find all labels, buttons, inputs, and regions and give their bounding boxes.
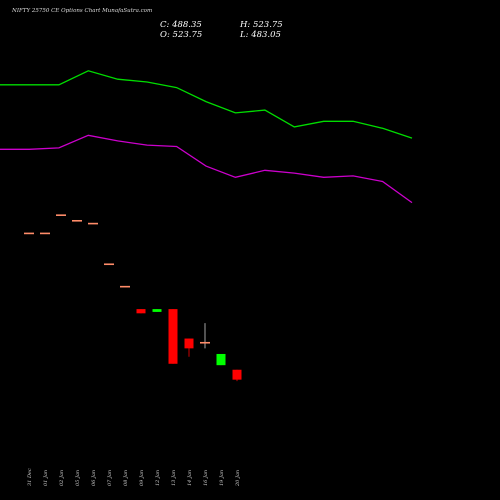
x-tick-label: 09 Jan (139, 470, 145, 486)
x-tick-label: 13 Jan (171, 470, 177, 486)
high-value: H: 523.75 (240, 20, 283, 30)
candle-body (216, 353, 226, 366)
candle-body (56, 214, 66, 216)
candle-body (152, 309, 162, 312)
candle-body (232, 369, 242, 380)
x-tick-label: 01 Jan (43, 470, 49, 486)
chart-title: NIFTY 25750 CE Options Chart MunafaSutra… (12, 8, 153, 14)
x-tick-label: 16 Jan (203, 470, 209, 486)
candle-body (168, 309, 178, 364)
candle-body (24, 232, 34, 235)
candle-body (40, 232, 50, 235)
close-value: C: 488.35 (160, 20, 202, 30)
candle-body (200, 341, 210, 344)
x-tick-label: 12 Jan (155, 470, 161, 486)
candle-body (136, 309, 146, 314)
x-tick-label: 05 Jan (75, 470, 81, 486)
candle-body (88, 222, 98, 225)
x-tick-label: 07 Jan (107, 470, 113, 486)
candle-body (184, 338, 194, 349)
x-tick-label: 31 Dec (27, 468, 33, 486)
x-tick-label: 08 Jan (123, 470, 129, 486)
magenta-average-line (0, 134, 413, 204)
green-average-line (0, 70, 413, 139)
x-tick-label: 06 Jan (91, 470, 97, 486)
x-tick-label: 19 Jan (219, 470, 225, 486)
candle-body (72, 219, 82, 222)
candle-body (120, 285, 130, 288)
open-value: O: 523.75 (160, 30, 203, 40)
low-value: L: 483.05 (240, 30, 281, 40)
x-tick-label: 20 Jan (235, 470, 241, 487)
candle-body (104, 263, 114, 266)
x-tick-label: 02 Jan (59, 470, 65, 486)
x-tick-label: 14 Jan (187, 470, 193, 486)
